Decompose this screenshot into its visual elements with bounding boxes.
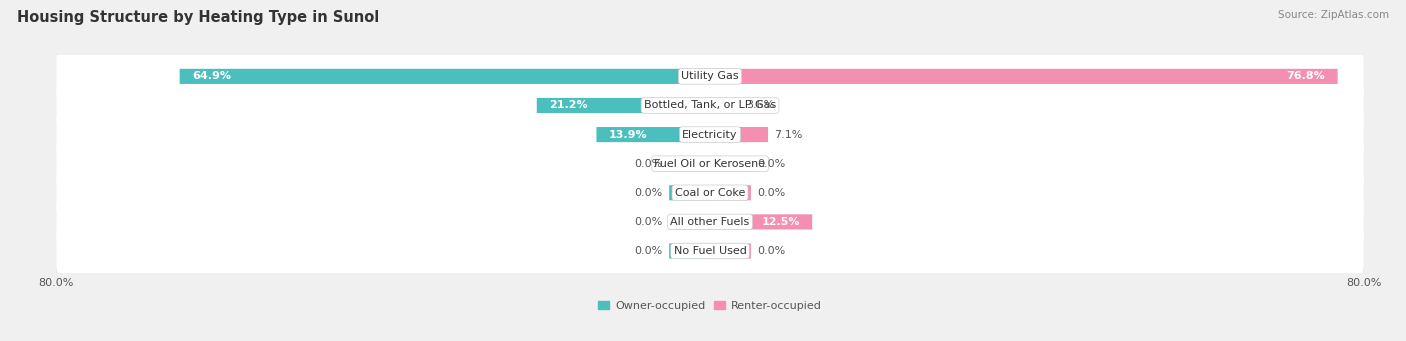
FancyBboxPatch shape [710,98,740,113]
FancyBboxPatch shape [710,185,751,201]
Text: 3.6%: 3.6% [747,101,775,110]
FancyBboxPatch shape [669,156,710,171]
FancyBboxPatch shape [596,127,710,142]
FancyBboxPatch shape [669,243,710,258]
Text: 7.1%: 7.1% [775,130,803,139]
Text: 0.0%: 0.0% [634,217,662,227]
Text: 0.0%: 0.0% [634,188,662,198]
Text: 0.0%: 0.0% [758,188,786,198]
Text: Bottled, Tank, or LP Gas: Bottled, Tank, or LP Gas [644,101,776,110]
FancyBboxPatch shape [56,54,1364,99]
Text: 76.8%: 76.8% [1286,71,1326,81]
Text: Fuel Oil or Kerosene: Fuel Oil or Kerosene [654,159,766,169]
FancyBboxPatch shape [669,185,710,201]
Text: 0.0%: 0.0% [758,159,786,169]
FancyBboxPatch shape [537,98,710,113]
FancyBboxPatch shape [56,85,1364,131]
Text: 0.0%: 0.0% [758,246,786,256]
FancyBboxPatch shape [56,56,1364,101]
FancyBboxPatch shape [56,83,1364,128]
Text: 0.0%: 0.0% [634,159,662,169]
Text: No Fuel Used: No Fuel Used [673,246,747,256]
Text: Source: ZipAtlas.com: Source: ZipAtlas.com [1278,10,1389,20]
Text: 12.5%: 12.5% [762,217,800,227]
Text: 0.0%: 0.0% [634,246,662,256]
FancyBboxPatch shape [710,156,751,171]
Text: Housing Structure by Heating Type in Sunol: Housing Structure by Heating Type in Sun… [17,10,380,25]
Text: 64.9%: 64.9% [191,71,231,81]
Text: 13.9%: 13.9% [609,130,647,139]
FancyBboxPatch shape [56,231,1364,276]
FancyBboxPatch shape [56,170,1364,216]
FancyBboxPatch shape [710,69,1337,84]
FancyBboxPatch shape [710,243,751,258]
Legend: Owner-occupied, Renter-occupied: Owner-occupied, Renter-occupied [593,296,827,315]
FancyBboxPatch shape [669,214,710,229]
Text: Electricity: Electricity [682,130,738,139]
Text: Utility Gas: Utility Gas [682,71,738,81]
FancyBboxPatch shape [56,141,1364,187]
Text: All other Fuels: All other Fuels [671,217,749,227]
FancyBboxPatch shape [710,214,813,229]
FancyBboxPatch shape [56,199,1364,244]
FancyBboxPatch shape [180,69,710,84]
FancyBboxPatch shape [56,114,1364,160]
FancyBboxPatch shape [710,127,768,142]
FancyBboxPatch shape [56,228,1364,274]
Text: Coal or Coke: Coal or Coke [675,188,745,198]
FancyBboxPatch shape [56,112,1364,157]
FancyBboxPatch shape [56,143,1364,189]
FancyBboxPatch shape [56,202,1364,247]
FancyBboxPatch shape [56,173,1364,218]
Text: 21.2%: 21.2% [548,101,588,110]
